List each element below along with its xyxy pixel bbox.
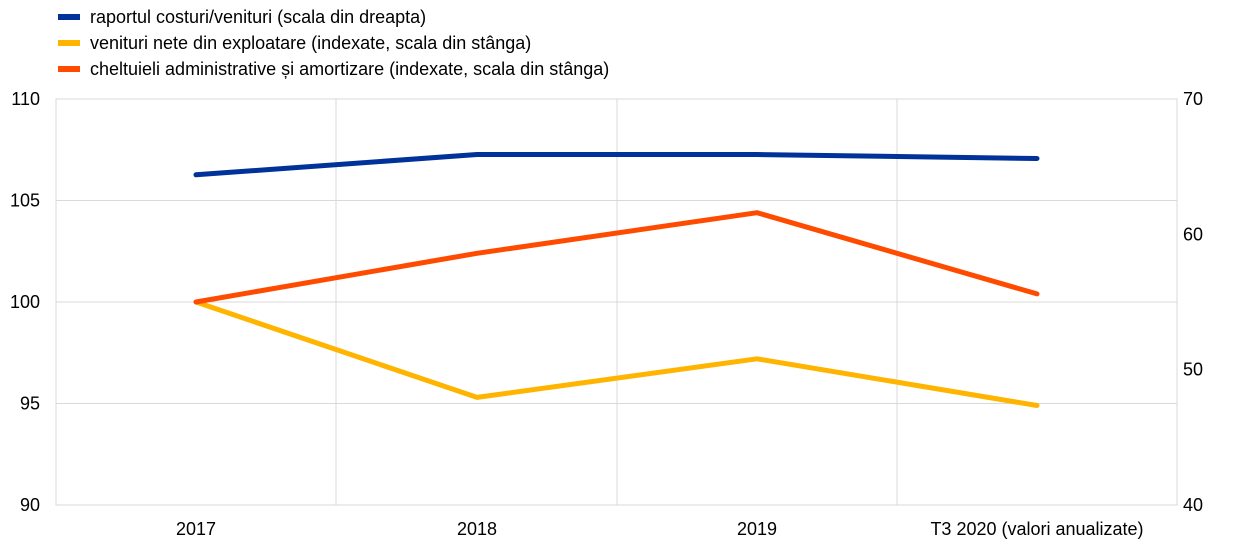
legend-swatch-net-income <box>58 40 80 46</box>
y-right-tick-label-1: 50 <box>1183 360 1203 380</box>
chart-legend: raportul costuri/venituri (scala din dre… <box>58 4 609 82</box>
legend-swatch-cost-income <box>58 14 80 20</box>
y-right-tick-label-3: 70 <box>1183 89 1203 109</box>
series-line-0 <box>193 152 1040 178</box>
y-left-tick-label-0: 90 <box>20 495 40 515</box>
y-left-tick-label-1: 95 <box>20 394 40 414</box>
y-right-tick-label-2: 60 <box>1183 224 1203 244</box>
y-left-tick-label-4: 110 <box>11 89 40 109</box>
legend-swatch-admin-expenses <box>58 66 80 72</box>
x-tick-label-0: 2017 <box>176 519 216 539</box>
x-tick-label-3: T3 2020 (valori anualizate) <box>930 519 1143 539</box>
x-tick-label-1: 2018 <box>457 519 497 539</box>
plot-area-border <box>55 98 1178 506</box>
y-left-tick-label-2: 100 <box>10 292 40 312</box>
x-tick-label-2: 2019 <box>737 519 777 539</box>
legend-label-admin-expenses: cheltuieli administrative și amortizare … <box>90 58 610 79</box>
y-left-tick-label-3: 105 <box>10 191 40 211</box>
legend-item-admin-expenses: cheltuieli administrative și amortizare … <box>58 56 609 82</box>
legend-item-net-income: venituri nete din exploatare (indexate, … <box>58 30 609 56</box>
y-right-tick-label-0: 40 <box>1183 495 1203 515</box>
legend-item-cost-income: raportul costuri/venituri (scala din dre… <box>58 4 609 30</box>
legend-label-net-income: venituri nete din exploatare (indexate, … <box>90 32 532 53</box>
series-line-1 <box>193 299 1040 408</box>
legend-label-cost-income: raportul costuri/venituri (scala din dre… <box>90 6 427 27</box>
series-line-2 <box>193 210 1040 305</box>
